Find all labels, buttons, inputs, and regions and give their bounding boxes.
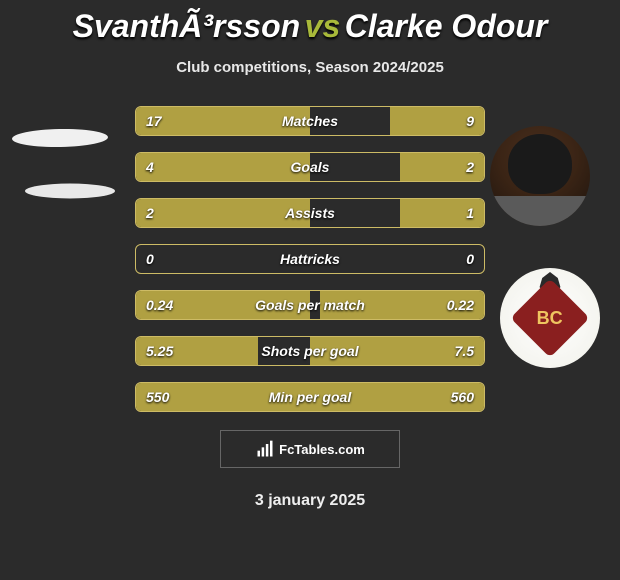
stat-value-right: 1 bbox=[466, 205, 474, 221]
stat-value-right: 7.5 bbox=[455, 343, 474, 359]
player-a-avatar-placeholder-2 bbox=[25, 184, 115, 199]
badge-text: BC bbox=[537, 308, 563, 329]
stat-row: 550Min per goal560 bbox=[135, 382, 485, 412]
stat-value-right: 2 bbox=[466, 159, 474, 175]
vs-label: vs bbox=[305, 8, 341, 44]
stat-label: Matches bbox=[136, 113, 484, 129]
chart-icon bbox=[255, 439, 275, 459]
stat-row: 0.24Goals per match0.22 bbox=[135, 290, 485, 320]
player-a-avatar-placeholder-1 bbox=[11, 128, 108, 148]
player-b-avatar bbox=[490, 126, 590, 226]
stat-value-right: 0 bbox=[466, 251, 474, 267]
stat-row: 5.25Shots per goal7.5 bbox=[135, 336, 485, 366]
stat-value-right: 0.22 bbox=[447, 297, 474, 313]
stat-label: Goals bbox=[136, 159, 484, 175]
stat-row: 4Goals2 bbox=[135, 152, 485, 182]
player-b-club-badge: BC bbox=[500, 268, 600, 368]
stats-table: 17Matches94Goals22Assists10Hattricks00.2… bbox=[135, 106, 485, 412]
player-b-name: Clarke Odour bbox=[345, 8, 548, 44]
player-a-name: SvanthÃ³rsson bbox=[73, 8, 301, 44]
date-label: 3 january 2025 bbox=[0, 492, 620, 510]
stat-label: Assists bbox=[136, 205, 484, 221]
brand-footer: FcTables.com bbox=[220, 430, 400, 468]
badge-shield: BC bbox=[510, 278, 589, 357]
stat-value-right: 9 bbox=[466, 113, 474, 129]
stat-label: Min per goal bbox=[136, 389, 484, 405]
stat-row: 0Hattricks0 bbox=[135, 244, 485, 274]
comparison-title: SvanthÃ³rsson vs Clarke Odour bbox=[0, 0, 620, 45]
stat-label: Goals per match bbox=[136, 297, 484, 313]
stat-row: 17Matches9 bbox=[135, 106, 485, 136]
stat-row: 2Assists1 bbox=[135, 198, 485, 228]
stat-label: Shots per goal bbox=[136, 343, 484, 359]
subtitle: Club competitions, Season 2024/2025 bbox=[0, 59, 620, 76]
brand-label: FcTables.com bbox=[279, 442, 365, 457]
stat-value-right: 560 bbox=[451, 389, 474, 405]
stat-label: Hattricks bbox=[136, 251, 484, 267]
